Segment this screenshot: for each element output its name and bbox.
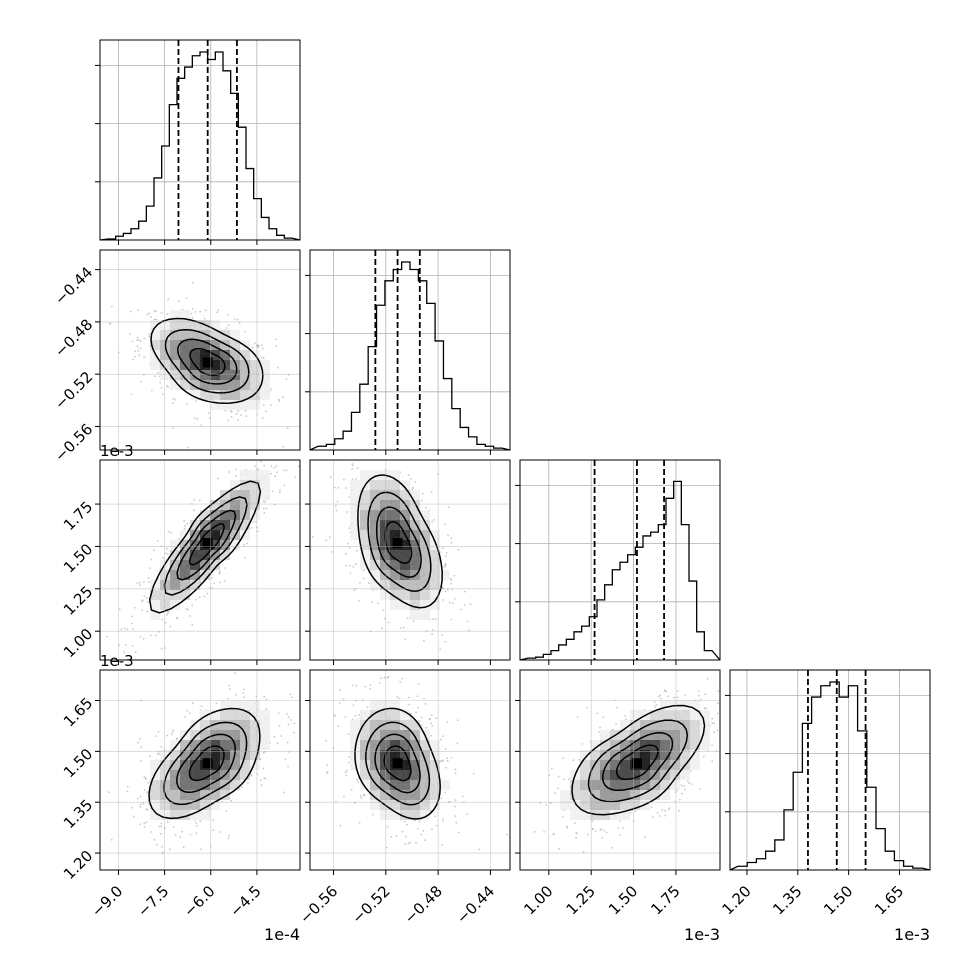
- y-tick-label: 1.00: [60, 625, 96, 661]
- y-tick-label: 1.25: [60, 582, 96, 618]
- x-tick-label: −7.5: [134, 882, 172, 920]
- y-offset-label: 1e-3: [100, 442, 134, 460]
- contour-level-1: [375, 506, 422, 578]
- y-tick-label: −0.56: [51, 420, 96, 465]
- x-scale-label: 1e-3: [684, 925, 720, 944]
- x-tick-label: 1.00: [520, 882, 556, 918]
- scatter-panel-p0-p1: [99, 249, 301, 451]
- contour-level-0: [189, 347, 226, 376]
- panel-frame: [309, 669, 511, 871]
- panel-frame: [519, 459, 721, 661]
- y-tick-label: 1.75: [60, 498, 96, 534]
- contour-level-3: [354, 707, 441, 820]
- contour-level-3: [571, 704, 706, 816]
- scatter-panel-p1-p2: [309, 459, 511, 661]
- x-axis-p3: 1.20 1.35 1.50 1.65 1e-3: [718, 870, 930, 944]
- panel-frame: [519, 669, 721, 871]
- x-tick-label: −0.56: [296, 882, 341, 927]
- contour-level-1: [374, 733, 421, 794]
- panel-frame: [99, 249, 301, 451]
- contour-level-2: [587, 719, 689, 803]
- density-peak: [392, 758, 403, 769]
- scatter-panel-p1-p3: [309, 669, 511, 871]
- contour-level-3: [150, 317, 264, 405]
- contour-level-2: [163, 721, 248, 806]
- panel-frame: [309, 249, 511, 451]
- scatter-panel-p2-p3: [519, 669, 721, 871]
- histogram-panel-p1: [305, 249, 511, 451]
- contour-level-2: [163, 496, 248, 596]
- panel-frame: [99, 669, 301, 871]
- density-peak: [202, 538, 213, 549]
- y-tick-label: 1.50: [60, 745, 96, 781]
- contour-level-0: [383, 745, 412, 782]
- density-peak: [202, 758, 213, 769]
- contour-level-1: [176, 733, 236, 794]
- contour-level-2: [365, 721, 431, 806]
- panel-frame: [729, 669, 931, 871]
- panel-frame: [99, 459, 301, 661]
- histogram-line-p1: [309, 261, 511, 451]
- scatter-panel-p0-p3: [99, 669, 301, 871]
- histogram-line-p0: [99, 51, 301, 241]
- x-tick-label: 1.20: [718, 882, 754, 918]
- contour-level-1: [177, 338, 238, 385]
- contour-level-3: [148, 707, 261, 820]
- histogram-panel-p0: [95, 39, 301, 241]
- scatter-panel-p0-p2: [99, 459, 301, 661]
- x-tick-label: 1.25: [563, 882, 599, 918]
- x-tick-label: −4.5: [226, 882, 264, 920]
- x-tick-label: −0.52: [348, 882, 393, 927]
- x-scale-label: 1e-3: [894, 925, 930, 944]
- histogram-panel-p2: [515, 459, 721, 661]
- y-tick-label: 1.65: [60, 694, 96, 730]
- x-tick-label: −0.48: [401, 882, 446, 927]
- contour-level-2: [164, 328, 250, 394]
- panel-frame: [309, 459, 511, 661]
- x-scale-label: 1e-4: [264, 925, 300, 944]
- y-tick-label: −0.48: [51, 316, 96, 361]
- contour-level-2: [367, 491, 432, 593]
- histogram-line-p3: [729, 681, 931, 871]
- x-tick-label: 1.50: [605, 882, 641, 918]
- contour-level-0: [188, 745, 225, 782]
- contour-level-3: [148, 480, 262, 614]
- x-tick-label: −0.44: [453, 882, 498, 927]
- density-peak: [392, 538, 403, 549]
- contour-level-1: [176, 509, 237, 581]
- density-peak: [202, 357, 213, 368]
- histogram-line-p2: [519, 480, 721, 661]
- y-tick-label: −0.52: [51, 368, 96, 413]
- x-tick-label: 1.50: [820, 882, 856, 918]
- y-tick-label: 1.20: [60, 847, 96, 883]
- contour-level-0: [615, 744, 659, 781]
- x-tick-label: 1.65: [871, 882, 907, 918]
- histogram-panel-p3: [725, 669, 931, 871]
- y-axis-p1: −0.56 −0.52 −0.48 −0.44: [51, 263, 100, 465]
- y-tick-label: −0.44: [51, 263, 96, 308]
- y-tick-label: 1.35: [60, 796, 96, 832]
- contour-level-1: [601, 732, 674, 792]
- y-tick-label: 1.50: [60, 540, 96, 576]
- x-tick-label: 1.75: [647, 882, 683, 918]
- y-offset-label: 1e-3: [100, 652, 134, 670]
- panel-frame: [99, 39, 301, 241]
- x-tick-label: −6.0: [180, 882, 218, 920]
- x-tick-label: 1.35: [769, 882, 805, 918]
- contour-level-3: [357, 474, 443, 609]
- density-peak: [631, 758, 642, 769]
- x-tick-label: −9.0: [88, 882, 126, 920]
